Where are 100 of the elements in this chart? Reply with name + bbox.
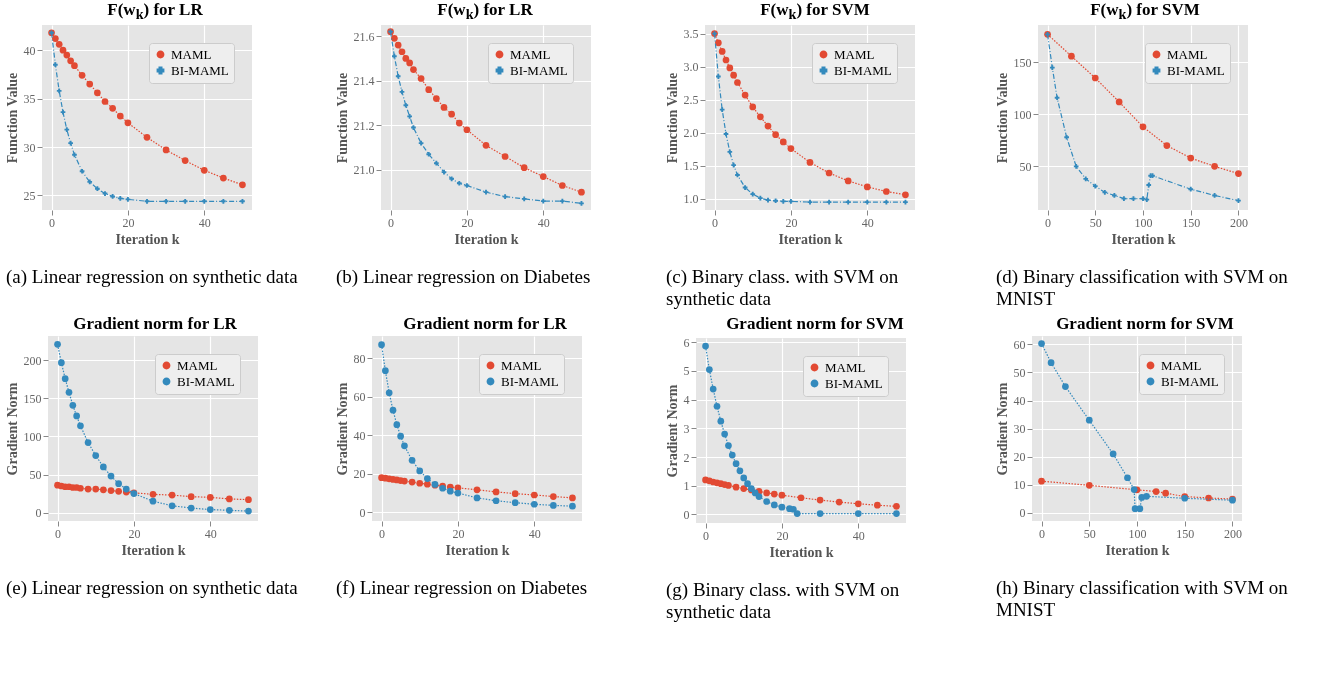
x-tick-label: 150 [1176, 526, 1195, 541]
y-tick-label: 21.4 [353, 74, 375, 89]
y-tick-label: 2.0 [683, 126, 699, 141]
text: (d) Binary classification with SVM on MNIST [995, 266, 1289, 311]
y-tick-label: 40 [353, 429, 366, 444]
y-tick-label: 50 [1019, 160, 1032, 175]
x-tick-label: 150 [1182, 215, 1201, 230]
y-tick-label: 40 [1013, 394, 1026, 409]
y-axis-title: Function Value [4, 73, 20, 164]
y-tick-label: 1.5 [683, 159, 699, 174]
y-tick-label: 30 [1013, 422, 1026, 437]
y-tick-label: 21.6 [353, 30, 375, 45]
x-tick-label: 40 [198, 215, 211, 230]
y-tick-label: 1.0 [683, 192, 699, 207]
legend-label: MAML [1161, 357, 1202, 373]
legend-label: BI-MAML [510, 62, 568, 78]
text: (b) Linear regression on Diabetes [335, 266, 592, 289]
x-tick-label: 0 [49, 215, 56, 230]
text: (a) Linear regression on synthetic data [5, 266, 299, 289]
chart-title: Gradient norm for SVM [725, 314, 905, 335]
y-tick-label: 0 [35, 506, 42, 521]
x-tick-label: 40 [528, 526, 541, 541]
x-tick-label: 0 [388, 215, 395, 230]
x-tick-label: 20 [452, 526, 465, 541]
chart-title: F(w$_{k}$) for SVM [759, 0, 871, 24]
y-tick-label: 0 [359, 506, 366, 521]
legend-label: MAML [825, 359, 866, 375]
x-axis-title: Iteration k [445, 542, 510, 558]
x-axis-title: Iteration k [1105, 542, 1170, 558]
text: (h) Binary classification with SVM on MNIST [995, 577, 1289, 622]
x-tick-label: 20 [122, 215, 135, 230]
legend-label: BI-MAML [825, 375, 883, 391]
text: (e) Linear regression on synthetic data [5, 577, 299, 600]
y-tick-label: 6 [683, 336, 690, 351]
chart-title: F(w$_{k}$) for SVM [1089, 0, 1201, 24]
y-tick-label: 21.2 [353, 119, 375, 134]
y-tick-label: 2 [683, 450, 690, 465]
x-tick-label: 40 [861, 215, 874, 230]
y-tick-label: 21.0 [353, 163, 375, 178]
text: (g) Binary class. with SVM on synthetic data [665, 579, 901, 624]
y-tick-label: 3.0 [683, 60, 699, 75]
x-tick-label: 100 [1134, 215, 1153, 230]
y-tick-label: 2.5 [683, 93, 699, 108]
y-tick-label: 200 [23, 354, 42, 369]
x-tick-label: 200 [1223, 526, 1242, 541]
x-axis-title: Iteration k [778, 231, 843, 247]
legend-label: BI-MAML [1167, 62, 1225, 78]
chart-title: Gradient norm for SVM [1055, 314, 1235, 335]
legend-label: MAML [177, 357, 218, 373]
x-tick-label: 20 [785, 215, 798, 230]
y-axis-title: Gradient Norm [4, 382, 20, 476]
x-tick-label: 0 [712, 215, 719, 230]
y-tick-label: 5 [683, 364, 690, 379]
x-axis-title: Iteration k [121, 542, 186, 558]
chart-title: Gradient norm for LR [402, 314, 568, 335]
y-tick-label: 20 [353, 467, 366, 482]
x-axis-title: Iteration k [454, 231, 519, 247]
legend-label: BI-MAML [177, 373, 235, 389]
x-tick-label: 100 [1128, 526, 1147, 541]
text: (c) Binary class. with SVM on synthetic data [665, 266, 900, 311]
y-tick-label: 0 [1019, 506, 1026, 521]
legend-label: BI-MAML [501, 373, 559, 389]
x-tick-label: 20 [128, 526, 141, 541]
legend-label: MAML [501, 357, 542, 373]
x-tick-label: 50 [1083, 526, 1096, 541]
x-tick-label: 0 [1039, 526, 1046, 541]
y-tick-label: 30 [23, 140, 36, 155]
y-tick-label: 40 [23, 44, 36, 59]
x-tick-label: 20 [461, 215, 474, 230]
y-tick-label: 3 [683, 422, 690, 437]
x-tick-label: 200 [1229, 215, 1248, 230]
x-tick-label: 40 [852, 528, 865, 543]
legend-label: BI-MAML [834, 62, 892, 78]
x-axis-title: Iteration k [115, 231, 180, 247]
y-tick-label: 60 [353, 390, 366, 405]
chart-title: F(w$_{k}$) for LR [436, 0, 534, 24]
y-tick-label: 50 [29, 468, 42, 483]
text: (f) Linear regression on Diabetes [335, 577, 589, 600]
y-tick-label: 3.5 [683, 27, 699, 42]
y-tick-label: 0 [683, 508, 690, 523]
x-tick-label: 0 [55, 526, 62, 541]
x-axis-title: Iteration k [1111, 231, 1176, 247]
x-tick-label: 40 [537, 215, 550, 230]
y-axis-title: Function Value [994, 73, 1010, 164]
y-axis-title: Function Value [664, 73, 680, 164]
y-tick-label: 100 [23, 430, 42, 445]
y-tick-label: 60 [1013, 338, 1026, 353]
x-tick-label: 40 [204, 526, 217, 541]
legend-label: BI-MAML [171, 62, 229, 78]
y-axis-title: Gradient Norm [994, 382, 1010, 476]
y-tick-label: 35 [23, 92, 36, 107]
x-tick-label: 50 [1089, 215, 1102, 230]
y-tick-label: 150 [23, 392, 42, 407]
chart-title: F(w$_{k}$) for LR [106, 0, 204, 24]
y-tick-label: 20 [1013, 450, 1026, 465]
y-axis-title: Gradient Norm [664, 384, 680, 478]
y-axis-title: Gradient Norm [334, 382, 350, 476]
legend-label: MAML [834, 46, 875, 62]
x-tick-label: 0 [379, 526, 386, 541]
chart-title: Gradient norm for LR [72, 314, 238, 335]
